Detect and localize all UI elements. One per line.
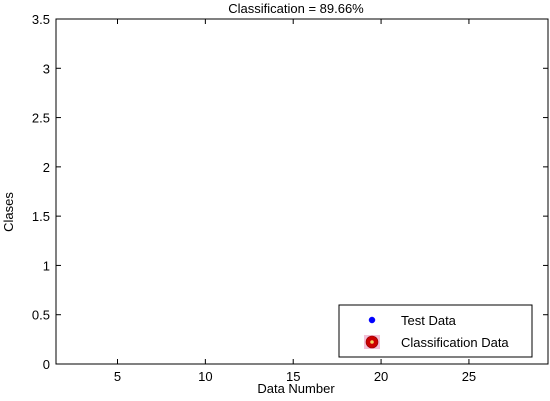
y-tick-label: 2.5	[32, 111, 50, 126]
legend-label: Test Data	[401, 313, 457, 328]
legend: Test Data Classification Data	[338, 304, 533, 358]
y-tick-label: 1.5	[32, 209, 50, 224]
y-tick-label: 0	[43, 357, 50, 372]
y-tick-label: 3	[43, 61, 50, 76]
x-tick-label: 5	[114, 369, 121, 384]
chart-title: Classification = 89.66%	[228, 1, 364, 16]
y-tick-label: 3.5	[32, 12, 50, 27]
y-axis-label: Clases	[1, 192, 16, 232]
x-tick-label: 20	[374, 369, 388, 384]
y-tick-label: 2	[43, 160, 50, 175]
y-tick-label: 0.5	[32, 308, 50, 323]
x-tick-label: 25	[462, 369, 476, 384]
marker-core	[370, 340, 374, 344]
legend-label: Classification Data	[401, 335, 509, 350]
x-tick-label: 10	[198, 369, 212, 384]
legend-test-marker	[368, 316, 376, 324]
x-axis-label: Data Number	[257, 381, 335, 396]
y-tick-label: 1	[43, 258, 50, 273]
x-tick-label: 15	[286, 369, 300, 384]
legend-classification-marker	[364, 335, 380, 349]
